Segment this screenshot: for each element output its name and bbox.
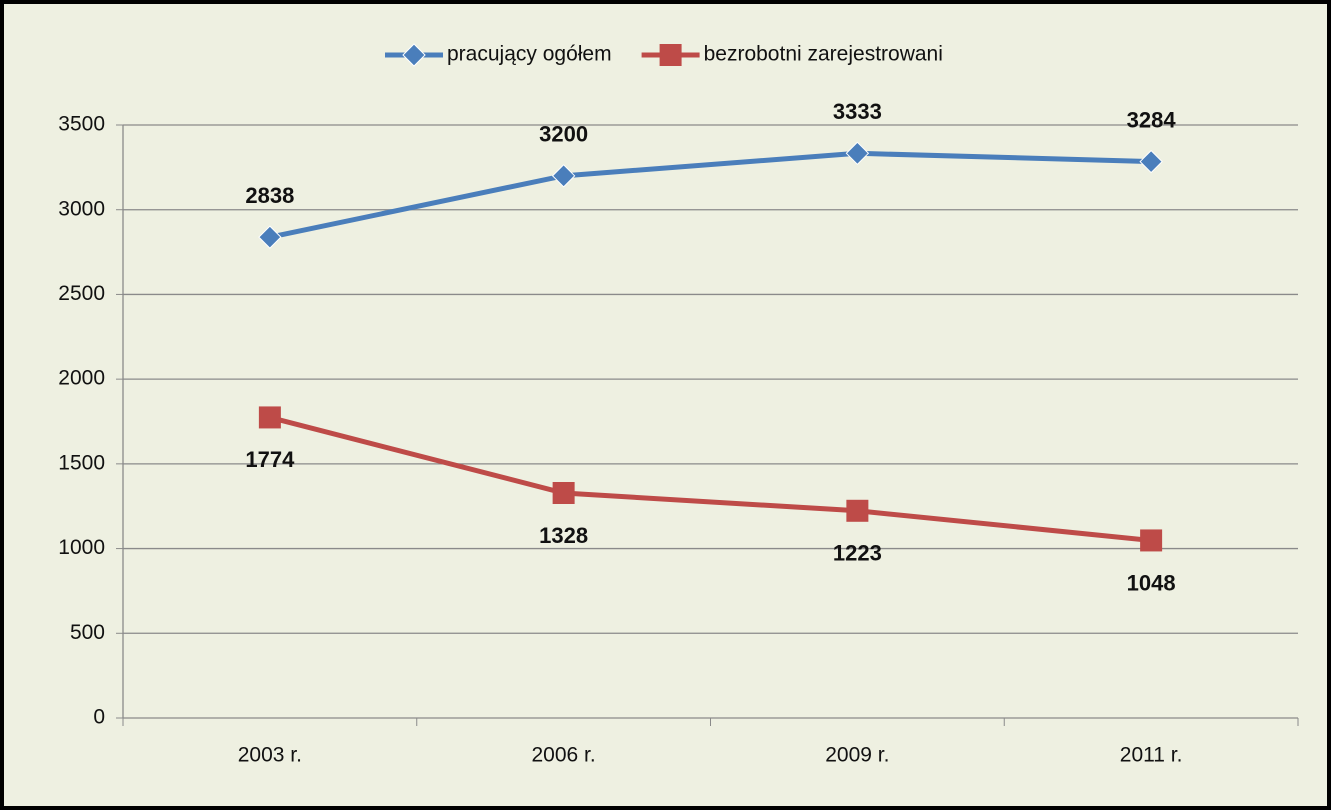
data-label: 3333: [833, 99, 882, 124]
y-tick-label: 500: [70, 621, 105, 644]
marker: [258, 225, 282, 249]
x-tick-label: 2003 r.: [238, 744, 302, 767]
y-tick-label: 1500: [58, 451, 105, 474]
marker: [1140, 529, 1163, 552]
data-label: 2838: [245, 183, 294, 208]
marker: [552, 481, 575, 504]
marker: [1139, 149, 1163, 174]
data-label: 3200: [539, 122, 588, 147]
series-line: [269, 415, 1152, 543]
marker: [258, 406, 281, 429]
data-label: 3284: [1127, 107, 1177, 132]
data-label: 1223: [833, 541, 882, 566]
marker: [846, 499, 869, 522]
data-label: 1048: [1127, 570, 1176, 595]
marker: [659, 44, 682, 66]
data-label: 1328: [539, 523, 588, 548]
legend-label: bezrobotni zarejestrowani: [704, 43, 943, 66]
marker: [845, 141, 870, 166]
y-tick-label: 2000: [58, 367, 105, 390]
marker: [402, 43, 426, 67]
y-tick-label: 2500: [58, 282, 105, 305]
x-tick-label: 2011 r.: [1120, 744, 1183, 767]
legend-label: pracujący ogółem: [447, 43, 612, 66]
data-label: 1774: [245, 447, 295, 472]
series-line: [269, 150, 1152, 240]
x-tick-label: 2006 r.: [532, 744, 596, 767]
y-tick-label: 3500: [58, 113, 105, 136]
y-tick-label: 3000: [58, 197, 105, 220]
y-tick-label: 0: [93, 706, 105, 729]
marker: [551, 164, 576, 188]
y-tick-label: 1000: [58, 536, 105, 559]
x-tick-label: 2009 r.: [825, 744, 889, 767]
